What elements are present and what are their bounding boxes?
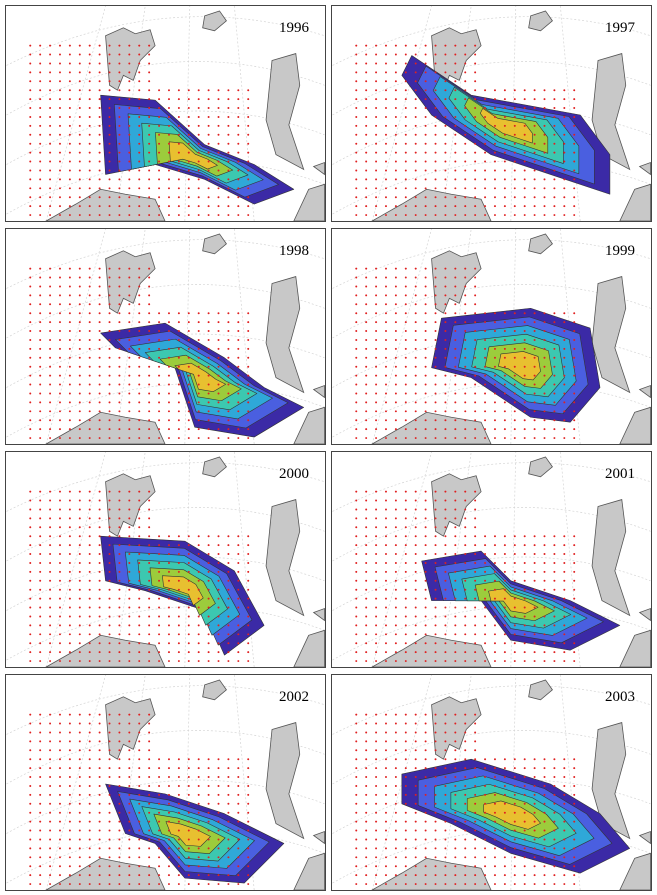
map-panel-2000: 2000 bbox=[5, 451, 326, 668]
contour-field bbox=[421, 550, 621, 651]
map-panel-1998: 1998 bbox=[5, 228, 326, 445]
map bbox=[332, 6, 651, 221]
year-label: 2003 bbox=[605, 689, 635, 705]
station-grid bbox=[29, 490, 250, 663]
year-label: 1999 bbox=[605, 243, 635, 259]
land bbox=[45, 10, 325, 221]
year-label: 1998 bbox=[279, 243, 309, 259]
map bbox=[332, 675, 651, 890]
station-grid bbox=[355, 713, 576, 886]
contour-field bbox=[100, 535, 265, 656]
land bbox=[371, 456, 651, 667]
map bbox=[6, 229, 325, 444]
year-label: 1996 bbox=[279, 20, 309, 36]
land bbox=[45, 679, 325, 890]
station-grid bbox=[355, 490, 576, 663]
map-panel-1996: 1996 bbox=[5, 5, 326, 222]
land bbox=[45, 233, 325, 444]
map bbox=[6, 452, 325, 667]
map-panel-1999: 1999 bbox=[331, 228, 652, 445]
year-label: 2001 bbox=[605, 466, 635, 482]
map bbox=[332, 229, 651, 444]
land bbox=[371, 679, 651, 890]
station-grid bbox=[355, 44, 576, 217]
station-grid bbox=[29, 713, 250, 886]
map-panel-2002: 2002 bbox=[5, 674, 326, 891]
contour-field bbox=[100, 94, 295, 205]
land bbox=[371, 233, 651, 444]
station-grid bbox=[29, 44, 250, 217]
map bbox=[6, 6, 325, 221]
year-label: 2002 bbox=[279, 689, 309, 705]
map-panel-1997: 1997 bbox=[331, 5, 652, 222]
contour-field bbox=[100, 322, 305, 438]
year-label: 1997 bbox=[605, 20, 635, 36]
map-panel-2003: 2003 bbox=[331, 674, 652, 891]
contour-field bbox=[401, 55, 611, 195]
land bbox=[371, 10, 651, 221]
land bbox=[45, 456, 325, 667]
contour-field bbox=[105, 783, 285, 884]
map-panel-2001: 2001 bbox=[331, 451, 652, 668]
year-label: 2000 bbox=[279, 466, 309, 482]
station-grid bbox=[355, 267, 576, 440]
contour-field bbox=[431, 307, 601, 423]
station-grid bbox=[29, 267, 250, 440]
map bbox=[6, 675, 325, 890]
map bbox=[332, 452, 651, 667]
